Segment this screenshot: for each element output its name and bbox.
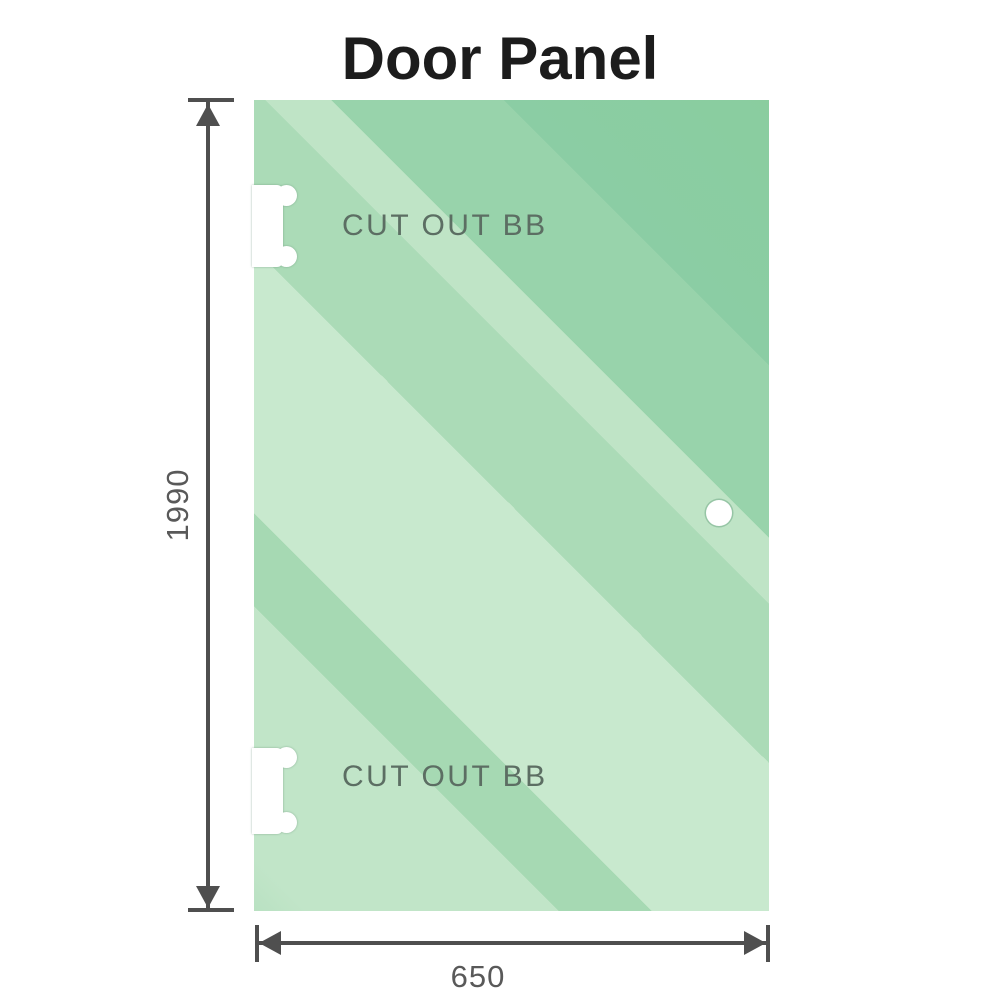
height-dimension-bottom-cap: [188, 908, 234, 912]
hinge-cutout-bottom-screw-hole-upper: [276, 747, 297, 768]
hinge-cutout-top: [252, 185, 300, 267]
cutout-label-top: CUT OUT BB: [342, 209, 548, 242]
arrow-left-icon: [259, 931, 281, 955]
handle-hole: [706, 500, 732, 526]
hinge-cutout-top-screw-hole-upper: [276, 185, 297, 206]
hinge-cutout-bottom-screw-hole-lower: [276, 812, 297, 833]
cutout-label-bottom: CUT OUT BB: [342, 760, 548, 793]
diagram-title: Door Panel: [341, 25, 659, 92]
hinge-cutout-bottom: [252, 747, 300, 834]
hinge-cutout-top-screw-hole-lower: [276, 246, 297, 267]
arrow-down-icon: [196, 886, 220, 908]
width-dimension-label: 650: [450, 959, 506, 994]
width-dimension-line: [257, 941, 768, 945]
door-panel-glass: CUT OUT BB CUT OUT BB: [252, 100, 769, 911]
height-dimension-top-cap: [188, 98, 234, 102]
arrow-right-icon: [744, 931, 766, 955]
width-dimension-right-tick: [766, 925, 770, 962]
height-dimension-line: [206, 100, 210, 910]
arrow-up-icon: [196, 104, 220, 126]
